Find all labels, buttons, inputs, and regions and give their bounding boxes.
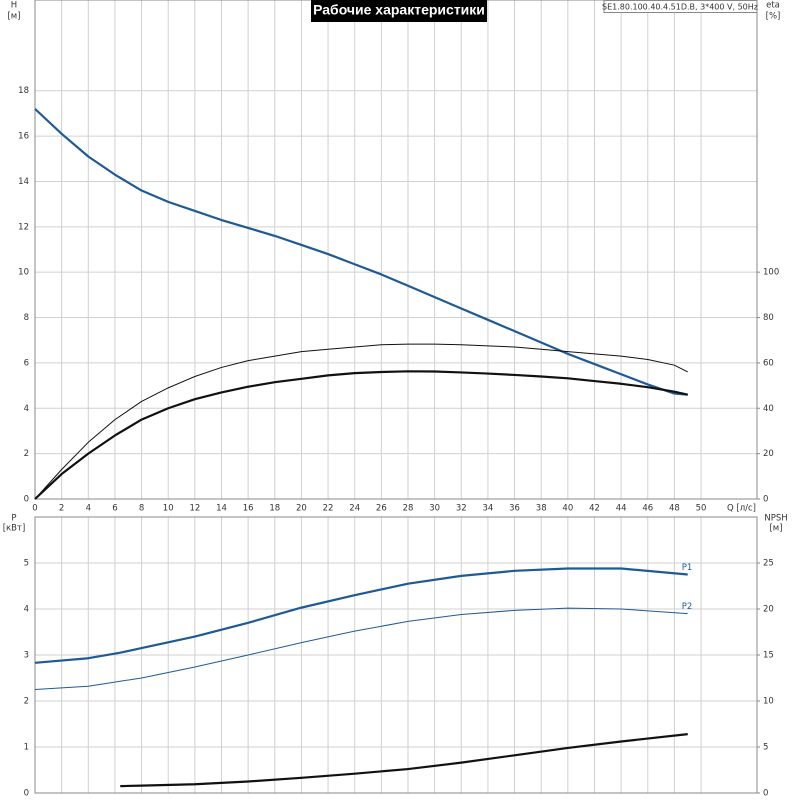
- y-tick-label: 18: [18, 86, 29, 96]
- y2-tick-label: 10: [763, 697, 774, 707]
- series-line: [34, 370, 688, 500]
- subtitle-box: [603, 0, 758, 13]
- x-tick-label: 44: [616, 504, 627, 514]
- x-tick-label: 14: [216, 504, 227, 514]
- x-tick-label: 20: [296, 504, 307, 514]
- y-tick-label: 12: [18, 222, 29, 232]
- y-tick-label: 0: [24, 495, 29, 505]
- x-tick-label: 34: [483, 504, 494, 514]
- x-tick-label: 6: [112, 504, 117, 514]
- y2-tick-label: 60: [763, 358, 774, 368]
- series-label: P1: [682, 563, 693, 573]
- series-line: [120, 733, 688, 788]
- y-tick-label: 5: [24, 559, 29, 569]
- x-tick-label: 46: [642, 504, 653, 514]
- y2-tick-label: 20: [763, 605, 774, 615]
- y-tick-label: 16: [18, 132, 29, 142]
- x-tick-label: 50: [696, 504, 707, 514]
- y2-tick-label: 80: [763, 313, 774, 323]
- y2-axis-label: NPSH: [764, 514, 787, 524]
- series-label: P2: [682, 602, 693, 612]
- x-tick-label: 2: [59, 504, 64, 514]
- y2-axis-unit: [%]: [766, 12, 781, 22]
- y-axis-label: H: [11, 1, 17, 11]
- y-tick-label: 6: [24, 358, 29, 368]
- x-tick-label: 42: [589, 504, 600, 514]
- y-tick-label: 0: [24, 789, 29, 799]
- y-tick-label: 14: [18, 177, 29, 187]
- y2-tick-label: 25: [763, 559, 774, 569]
- series-line: [34, 108, 688, 396]
- x-tick-label: 48: [669, 504, 680, 514]
- y-tick-label: 10: [18, 268, 29, 278]
- x-tick-label: 8: [139, 504, 144, 514]
- y2-tick-label: 100: [763, 268, 779, 278]
- y-tick-label: 8: [24, 313, 29, 323]
- x-tick-label: 30: [429, 504, 440, 514]
- chart-subtitle: SE1.80.100.40.4.51D.B, 3*400 V, 50Hz: [602, 3, 758, 12]
- y-tick-label: 4: [24, 404, 29, 414]
- x-tick-label: 38: [536, 504, 547, 514]
- y2-tick-label: 0: [763, 789, 768, 799]
- chart-title: Рабочие характеристики: [313, 2, 485, 18]
- x-tick-label: 18: [269, 504, 280, 514]
- x-tick-label: 26: [376, 504, 387, 514]
- x-axis-label: Q [л/с]: [727, 504, 756, 514]
- y-axis-unit: [м]: [7, 12, 20, 22]
- plot-frame: [34, 0, 758, 500]
- x-tick-label: 12: [189, 504, 200, 514]
- y-tick-label: 2: [24, 449, 29, 459]
- series-line: [34, 567, 688, 664]
- title-box: [311, 0, 487, 22]
- x-tick-label: 16: [243, 504, 254, 514]
- y2-tick-label: 0: [763, 495, 768, 505]
- plot-area: [35, 0, 757, 499]
- y2-axis-unit: [м]: [769, 524, 782, 534]
- x-tick-label: 32: [456, 504, 467, 514]
- x-tick-label: 24: [349, 504, 360, 514]
- y2-tick-label: 5: [763, 743, 768, 753]
- y2-axis-label: eta: [766, 1, 780, 11]
- y2-tick-label: 40: [763, 404, 774, 414]
- y-tick-label: 3: [24, 651, 29, 661]
- x-tick-label: 28: [403, 504, 414, 514]
- y-axis-label: P: [11, 514, 16, 524]
- y-tick-label: 1: [24, 743, 29, 753]
- y-axis-unit: [кВт]: [3, 524, 26, 534]
- x-tick-label: 4: [86, 504, 91, 514]
- series-line: [34, 343, 688, 500]
- x-tick-label: 0: [32, 504, 37, 514]
- x-tick-label: 10: [163, 504, 174, 514]
- y2-tick-label: 15: [763, 651, 774, 661]
- y2-tick-label: 20: [763, 449, 774, 459]
- y-tick-label: 2: [24, 697, 29, 707]
- series-line: [34, 607, 688, 690]
- x-tick-label: 40: [562, 504, 573, 514]
- x-tick-label: 36: [509, 504, 520, 514]
- plot-frame: [34, 516, 758, 794]
- x-tick-label: 22: [323, 504, 334, 514]
- y-tick-label: 4: [24, 605, 29, 615]
